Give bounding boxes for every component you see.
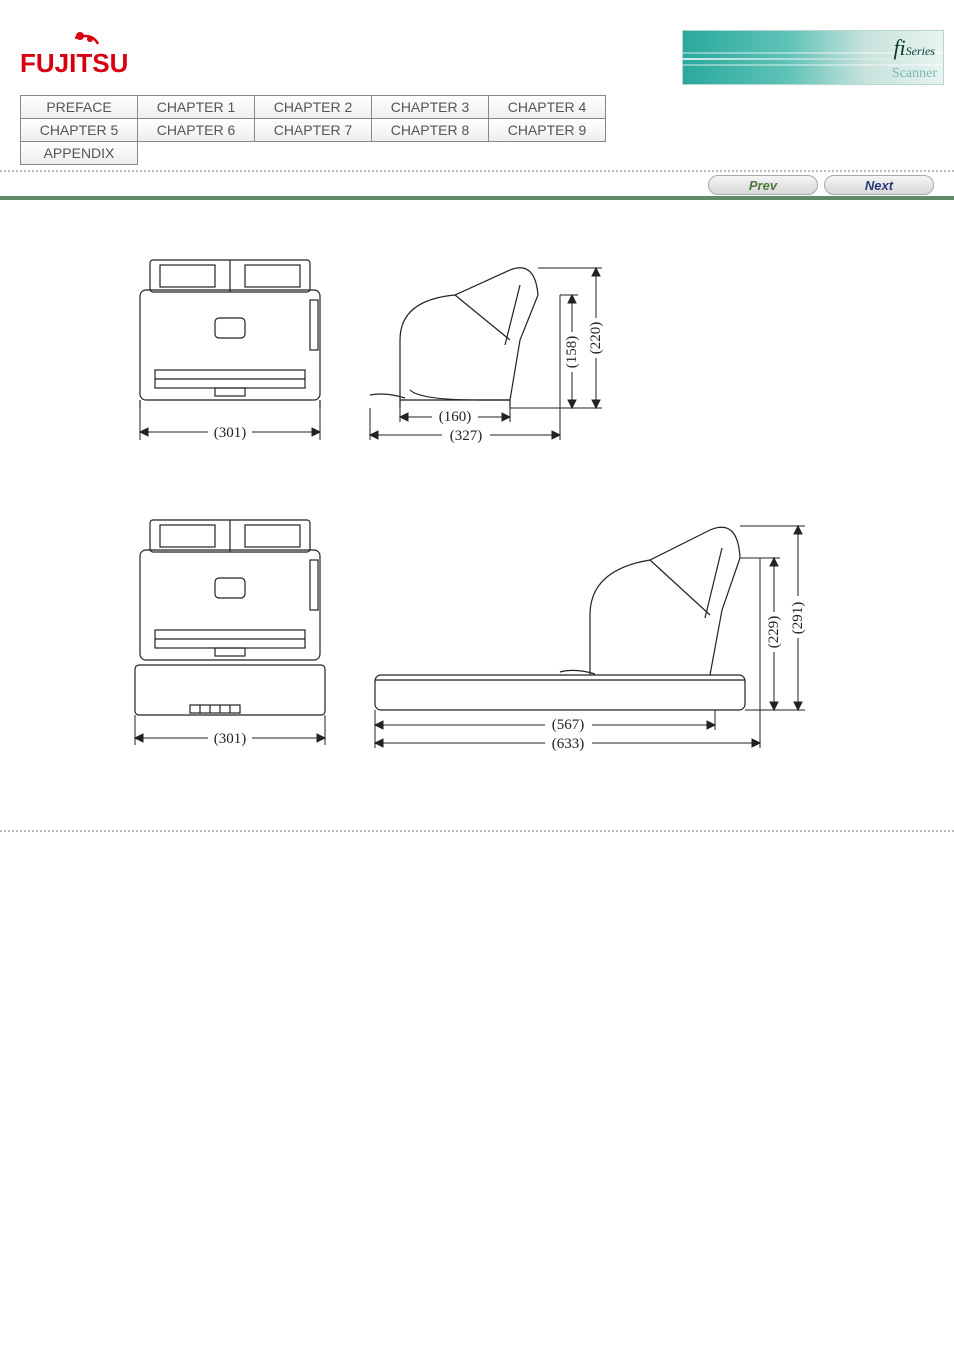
dim-bottom-front-width: (301) xyxy=(214,731,247,747)
tab-label: CHAPTER 3 xyxy=(391,99,470,115)
tab-label: CHAPTER 9 xyxy=(508,122,587,138)
dim-bottom-side-inner-height: (229) xyxy=(766,616,782,649)
nav-row-3: APPENDIX xyxy=(20,141,137,164)
tab-chapter-6[interactable]: CHAPTER 6 xyxy=(137,118,255,142)
tab-chapter-2[interactable]: CHAPTER 2 xyxy=(254,95,372,119)
tab-label: CHAPTER 7 xyxy=(274,122,353,138)
tab-chapter-1[interactable]: CHAPTER 1 xyxy=(137,95,255,119)
tab-label: CHAPTER 5 xyxy=(40,122,119,138)
fi-series-banner: fiSeries Scanner xyxy=(682,30,944,85)
dim-bottom-side-inner-depth: (567) xyxy=(552,717,585,733)
tab-label: PREFACE xyxy=(46,99,111,115)
tab-label: CHAPTER 2 xyxy=(274,99,353,115)
next-button[interactable]: Next xyxy=(824,175,934,195)
nav: PREFACE CHAPTER 1 CHAPTER 2 CHAPTER 3 CH… xyxy=(0,95,954,164)
banner-subtitle: Scanner xyxy=(892,66,937,82)
tab-label: APPENDIX xyxy=(44,145,115,161)
dim-bottom-side-depth: (633) xyxy=(552,736,585,752)
tab-chapter-7[interactable]: CHAPTER 7 xyxy=(254,118,372,142)
tab-chapter-8[interactable]: CHAPTER 8 xyxy=(371,118,489,142)
figure-row-bottom: (301) xyxy=(120,500,874,760)
tab-label: CHAPTER 6 xyxy=(157,122,236,138)
tab-chapter-3[interactable]: CHAPTER 3 xyxy=(371,95,489,119)
fig-top-front: (301) xyxy=(120,240,340,450)
tab-label: CHAPTER 8 xyxy=(391,122,470,138)
fig-bottom-side: (633) (567) xyxy=(360,500,820,760)
dim-top-front-width: (301) xyxy=(214,425,247,441)
separator-top xyxy=(0,170,954,172)
diagram-area: (301) xyxy=(0,200,954,800)
banner-title: fiSeries xyxy=(893,35,935,61)
nav-side-lines-1 xyxy=(605,95,623,118)
fujitsu-logo-text: FUJITSU xyxy=(20,48,128,78)
tab-chapter-5[interactable]: CHAPTER 5 xyxy=(20,118,138,142)
nav-row-2: CHAPTER 5 CHAPTER 6 CHAPTER 7 CHAPTER 8 … xyxy=(20,118,605,141)
banner-title-main: fi xyxy=(893,35,905,60)
fig-top-side: (327) (160) xyxy=(360,240,650,450)
nav-side-lines-2 xyxy=(605,118,643,141)
banner-title-sub: Series xyxy=(906,44,935,58)
dim-top-side-depth: (327) xyxy=(450,428,483,444)
tab-label: CHAPTER 1 xyxy=(157,99,236,115)
prev-button[interactable]: Prev xyxy=(708,175,818,195)
next-label: Next xyxy=(865,178,893,193)
prev-next-bar: Prev Next xyxy=(0,174,954,200)
nav-row-1: PREFACE CHAPTER 1 CHAPTER 2 CHAPTER 3 CH… xyxy=(20,95,605,118)
tab-chapter-4[interactable]: CHAPTER 4 xyxy=(488,95,606,119)
tab-preface[interactable]: PREFACE xyxy=(20,95,138,119)
dim-bottom-side-height: (291) xyxy=(790,602,806,635)
dim-top-side-inner-height: (158) xyxy=(564,336,580,369)
tab-label: CHAPTER 4 xyxy=(508,99,587,115)
figure-row-top: (301) xyxy=(120,240,874,450)
header: FUJITSU fiSeries Scanner xyxy=(0,0,954,95)
prev-label: Prev xyxy=(749,178,777,193)
tab-appendix[interactable]: APPENDIX xyxy=(20,141,138,165)
dim-top-side-inner-depth: (160) xyxy=(439,409,472,425)
dim-top-side-height: (220) xyxy=(588,322,604,355)
tab-chapter-9[interactable]: CHAPTER 9 xyxy=(488,118,606,142)
fujitsu-logo: FUJITSU xyxy=(20,30,130,85)
separator-bottom xyxy=(0,830,954,832)
fig-bottom-front: (301) xyxy=(120,510,340,760)
